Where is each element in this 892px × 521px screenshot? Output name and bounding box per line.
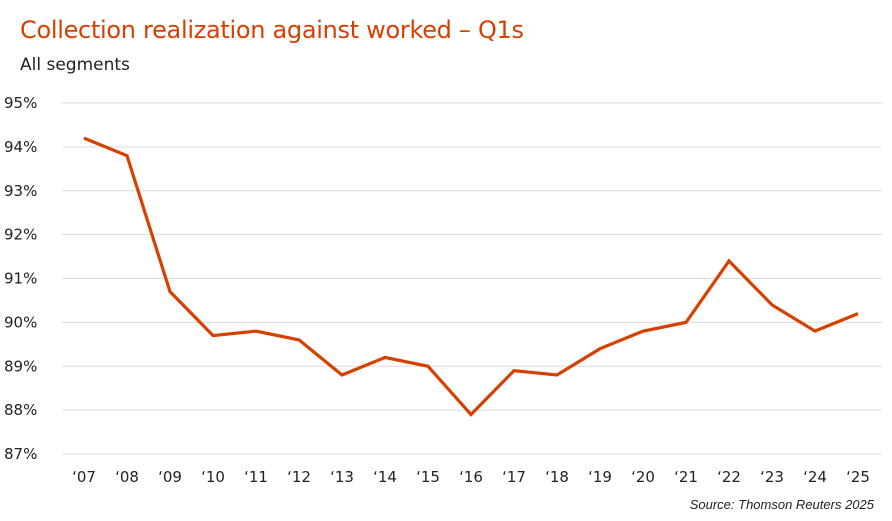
x-tick-label: ‘23 xyxy=(760,468,784,486)
x-tick-label: ‘16 xyxy=(459,468,483,486)
y-tick-label: 94% xyxy=(4,138,37,156)
x-tick-label: ‘12 xyxy=(287,468,311,486)
x-tick-label: ‘15 xyxy=(416,468,440,486)
chart-title: Collection realization against worked – … xyxy=(20,16,524,44)
x-tick-label: ‘13 xyxy=(330,468,354,486)
x-tick-label: ‘25 xyxy=(846,468,870,486)
y-tick-label: 87% xyxy=(4,445,37,463)
x-tick-label: ‘19 xyxy=(588,468,612,486)
series-line xyxy=(83,136,859,417)
x-tick-label: ‘10 xyxy=(201,468,225,486)
y-tick-label: 89% xyxy=(4,357,37,375)
y-tick-label: 93% xyxy=(4,182,37,200)
x-tick-label: ‘09 xyxy=(158,468,182,486)
x-tick-label: ‘20 xyxy=(631,468,655,486)
y-tick-label: 91% xyxy=(4,270,37,288)
x-tick-label: ‘11 xyxy=(244,468,268,486)
y-tick-label: 92% xyxy=(4,226,37,244)
chart-subtitle: All segments xyxy=(20,55,130,75)
x-tick-label: ‘24 xyxy=(803,468,827,486)
x-tick-label: ‘14 xyxy=(373,468,397,486)
x-tick-label: ‘08 xyxy=(115,468,139,486)
x-tick-label: ‘07 xyxy=(72,468,96,486)
x-tick-label: ‘18 xyxy=(545,468,569,486)
x-tick-label: ‘17 xyxy=(502,468,526,486)
x-tick-label: ‘22 xyxy=(717,468,741,486)
y-tick-label: 95% xyxy=(4,94,37,112)
source-note: Source: Thomson Reuters 2025 xyxy=(689,497,874,512)
y-tick-label: 88% xyxy=(4,401,37,419)
x-tick-label: ‘21 xyxy=(674,468,698,486)
y-tick-label: 90% xyxy=(4,313,37,331)
